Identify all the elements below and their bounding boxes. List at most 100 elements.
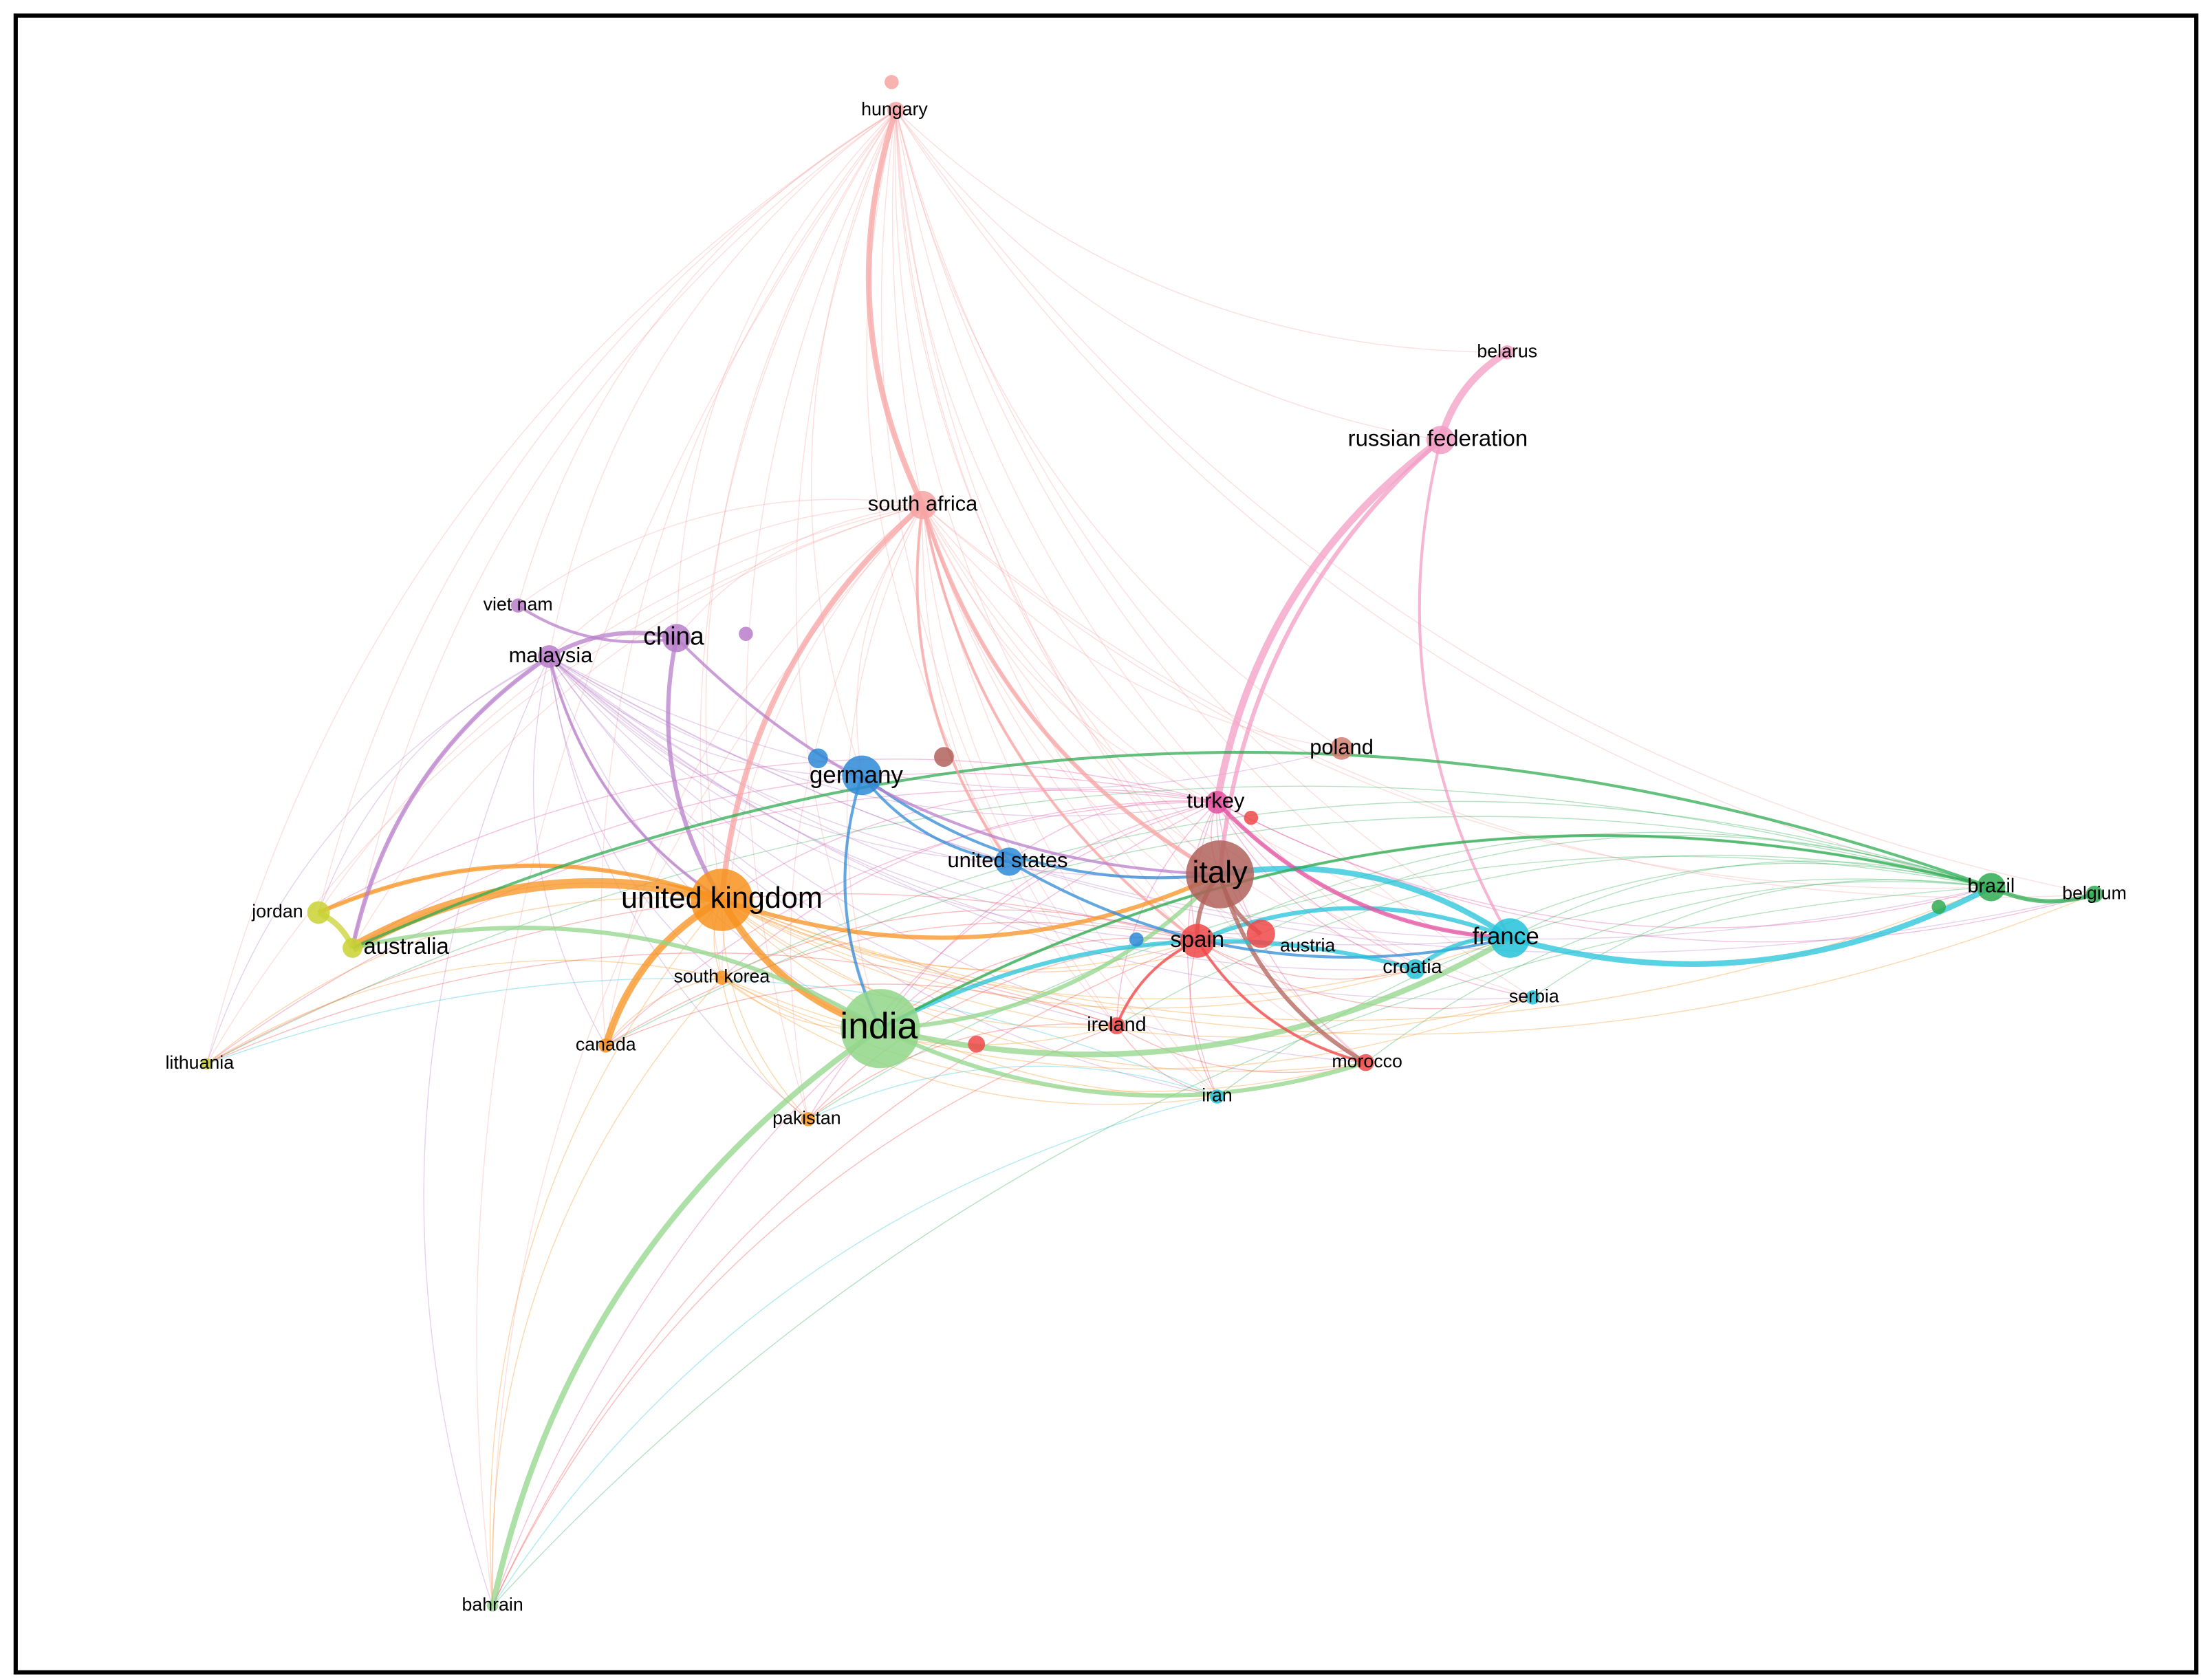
link (722, 977, 1366, 1092)
link (549, 655, 2095, 954)
node-label: jordan (251, 901, 303, 922)
link (549, 655, 1992, 940)
link (722, 800, 1992, 979)
link (865, 109, 926, 507)
node (842, 755, 882, 796)
link (721, 977, 809, 1120)
link (705, 110, 897, 900)
node-label: china (643, 622, 704, 651)
link (1217, 878, 1991, 1098)
link (1509, 884, 1993, 967)
node-label: serbia (1509, 985, 1559, 1006)
nodes (201, 75, 2103, 1612)
link (810, 110, 897, 776)
link (206, 785, 1992, 1065)
link (490, 1026, 882, 1606)
node-label: croatia (1382, 956, 1442, 978)
link (548, 656, 1010, 862)
link (548, 656, 809, 1120)
node (307, 901, 330, 924)
link (722, 899, 1366, 1072)
link (860, 774, 1220, 880)
link (1365, 881, 1991, 1063)
link (548, 504, 923, 657)
link (1213, 437, 1443, 803)
node (909, 490, 937, 520)
link (807, 1065, 1217, 1120)
link (895, 110, 2095, 895)
link (1116, 1025, 1366, 1074)
node-label: canada (576, 1034, 636, 1054)
link (894, 110, 1198, 941)
link (722, 899, 1416, 1009)
link (1216, 802, 1533, 999)
link (492, 940, 1197, 1606)
node (968, 1035, 986, 1053)
link (605, 801, 1217, 1046)
link (879, 1026, 1367, 1098)
link (548, 656, 1261, 935)
link (492, 1096, 1217, 1606)
node-label: united kingdom (621, 882, 823, 915)
link (1532, 879, 1991, 999)
link (1189, 940, 1218, 1097)
link (922, 505, 1342, 750)
frame (13, 13, 2199, 1675)
link (922, 505, 1217, 1097)
node (1129, 932, 1144, 947)
link (318, 759, 1217, 913)
link (206, 655, 550, 1065)
link (423, 656, 550, 1606)
node (715, 970, 729, 985)
link (1418, 439, 1512, 939)
node-label: france (1473, 923, 1539, 950)
node (1108, 1017, 1125, 1034)
links (206, 109, 2095, 1606)
link (548, 656, 722, 979)
link (318, 109, 896, 913)
node-label: bahrain (462, 1594, 523, 1615)
node-label: hungary (861, 99, 928, 120)
node (1426, 426, 1455, 455)
link (491, 977, 722, 1606)
link (318, 655, 550, 913)
link (517, 109, 896, 606)
link (880, 110, 1118, 1026)
link (795, 110, 897, 1029)
link (895, 110, 1510, 939)
link (856, 505, 924, 776)
link (548, 656, 1416, 971)
node (510, 598, 525, 613)
node (343, 938, 362, 958)
link (351, 750, 1992, 950)
link (922, 505, 1533, 999)
node (691, 869, 753, 931)
node (841, 989, 920, 1069)
link (1197, 940, 1416, 980)
link (895, 109, 1508, 353)
link (1217, 438, 1442, 875)
link (675, 109, 897, 638)
node (1206, 791, 1228, 814)
link (722, 899, 1261, 973)
link (721, 800, 1217, 979)
node-label: italy (1192, 854, 1248, 889)
node (1977, 873, 2006, 902)
node (1931, 900, 1947, 915)
node-label: brazil (1967, 875, 2015, 897)
node (807, 748, 828, 769)
link (719, 503, 925, 900)
link (722, 909, 1197, 979)
link (895, 110, 1992, 888)
link (548, 656, 1117, 1027)
node-label: belarus (1477, 340, 1537, 361)
link (666, 638, 724, 902)
link (318, 504, 923, 913)
link (920, 504, 1222, 877)
link (1197, 940, 1533, 1010)
link (351, 926, 882, 1031)
node-label: lithuania (165, 1052, 234, 1073)
node-label: south korea (674, 966, 770, 987)
link (351, 504, 923, 948)
